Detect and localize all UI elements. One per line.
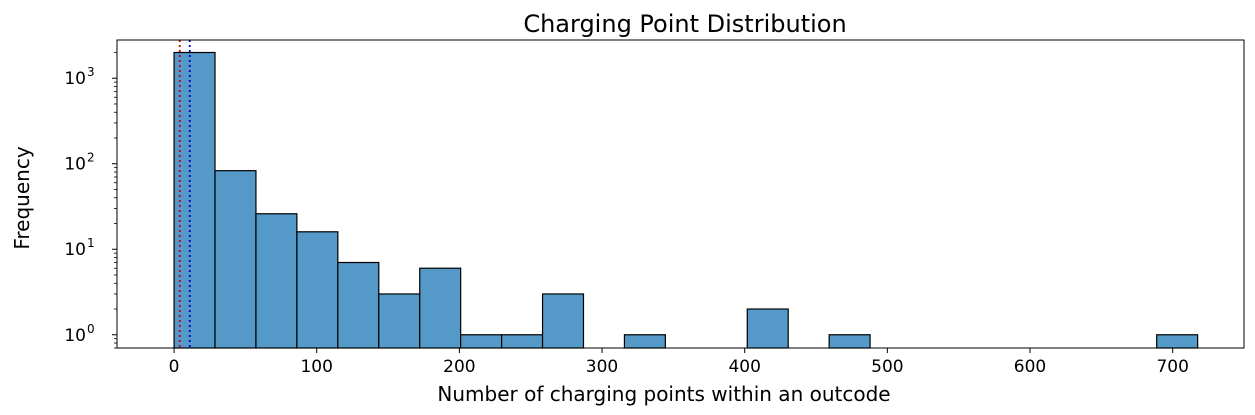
histogram-bar: [623, 334, 666, 349]
x-axis-label: Number of charging points within an outc…: [437, 382, 890, 406]
x-tick-label: 700: [1156, 357, 1188, 377]
y-tick-exponent: 3: [87, 65, 95, 79]
histogram-bar: [460, 334, 503, 349]
histogram-bar: [541, 293, 585, 349]
y-tick-exponent: 0: [87, 322, 95, 336]
x-tick-label: 400: [728, 357, 760, 377]
x-tick-label: 600: [1014, 357, 1046, 377]
histogram-bar: [378, 293, 421, 349]
y-tick-label: 10: [64, 155, 86, 175]
x-axis-ticks: 0 100 200 300 400 500 600 700: [169, 348, 1189, 377]
histogram-bar: [296, 231, 339, 349]
y-tick-exponent: 2: [87, 151, 95, 165]
y-tick-exponent: 1: [87, 236, 95, 250]
histogram-bar: [337, 261, 380, 349]
y-tick-label: 10: [64, 326, 86, 346]
plot-frame: [116, 39, 1245, 349]
histogram-bar: [828, 334, 871, 349]
y-axis-label: Frequency: [10, 146, 34, 249]
histogram-bar: [255, 213, 298, 349]
chart-title: Charging Point Distribution: [523, 10, 846, 38]
histogram-bar: [419, 267, 462, 349]
histogram-bar: [1156, 334, 1199, 349]
x-tick-label: 300: [586, 357, 618, 377]
y-tick-label: 10: [64, 69, 86, 89]
x-tick-label: 200: [443, 357, 475, 377]
y-tick-label: 10: [64, 240, 86, 260]
reference-lines-group: [178, 40, 191, 348]
bars-group: [173, 51, 1199, 349]
histogram-bar: [173, 51, 216, 349]
histogram-bar: [746, 308, 789, 349]
x-tick-label: 100: [300, 357, 332, 377]
histogram-bar: [501, 334, 544, 349]
histogram-bar: [214, 170, 257, 349]
x-tick-label: 0: [169, 357, 180, 377]
x-tick-label: 500: [871, 357, 903, 377]
